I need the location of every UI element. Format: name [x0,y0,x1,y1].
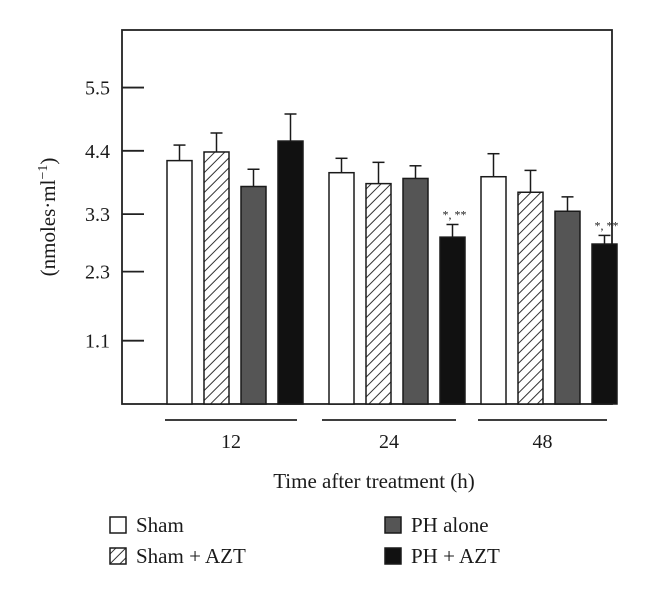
bar [203,151,230,405]
significance-annotation: *, ** [595,218,619,232]
legend-swatch [109,547,127,565]
y-axis: 1.1 2.3 3.3 4.4 5.5 [85,78,144,353]
bar [365,182,392,405]
bar [439,236,466,405]
x-tick-label: 48 [533,431,553,453]
legend: Sham Sham + AZT PH alone PH + AZT [109,513,500,568]
y-tick-label: 5.5 [85,78,110,100]
y-tick-label: 3.3 [85,204,110,226]
bar [402,177,429,405]
y-tick-label: 4.4 [85,141,110,163]
bar [328,171,355,405]
y-tick-label: 2.3 [85,262,110,284]
legend-swatch [384,516,402,534]
legend-label: PH alone [411,513,489,537]
bar [591,243,618,405]
bar [166,159,193,405]
bars [166,113,618,405]
y-tick-label: 1.1 [85,331,110,353]
bar [517,191,544,405]
y-axis-title-close: ) [36,158,60,165]
bar [480,175,507,405]
y-axis-title: (nmoles·ml−1) [36,158,60,277]
x-tick-label: 12 [221,431,241,453]
legend-label: Sham [136,513,184,537]
y-axis-title-main: (nmoles·ml [36,179,60,276]
x-tick-label: 24 [379,431,399,453]
x-axis-title: Time after treatment (h) [273,469,475,493]
bar [240,185,267,405]
legend-swatch [384,547,402,565]
significance-annotation: *, ** [443,207,467,221]
y-axis-title-superscript: −1 [36,165,51,180]
legend-label: Sham + AZT [136,544,246,568]
x-axis: 12 24 48 [221,431,553,453]
bar [554,210,581,405]
legend-swatch [109,516,127,534]
legend-label: PH + AZT [411,544,500,568]
annotations: *, ** *, ** [443,207,619,232]
bar [277,140,304,405]
